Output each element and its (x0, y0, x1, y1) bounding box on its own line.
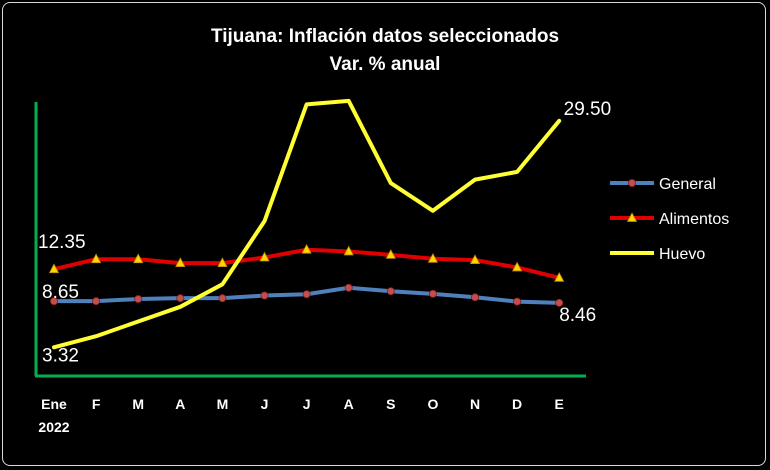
x-tick-year: 2022 (38, 419, 69, 435)
chart-frame (2, 2, 766, 466)
legend-label: General (659, 176, 716, 193)
point-general (470, 293, 479, 302)
point-general (302, 290, 311, 299)
x-tick-label: J (303, 396, 311, 412)
x-tick-label: E (555, 396, 564, 412)
data-labels: 12.35 8.65 3.32 29.50 8.46 (38, 99, 611, 366)
legend-item-huevo: Huevo (610, 246, 705, 263)
point-general (513, 297, 522, 306)
chart-title: Tijuana: Inflación datos seleccionados (211, 26, 559, 47)
x-tick-labels: Ene F M A M J J A S O N D E (41, 396, 564, 412)
point-general (344, 283, 353, 292)
chart-subtitle: Var. % anual (330, 54, 441, 75)
legend-item-alimentos: Alimentos (610, 211, 729, 228)
series-alimentos (48, 243, 565, 282)
x-tick-label: Ene (41, 396, 67, 412)
x-tick-label: F (92, 396, 101, 412)
series-line-alimentos (52, 247, 562, 280)
point-alimentos (90, 253, 102, 264)
point-alimentos (48, 263, 60, 274)
series-line-huevo (52, 98, 562, 350)
data-label-general: 8.65 (42, 282, 79, 303)
point-alimentos (343, 245, 354, 256)
point-alimentos (217, 257, 228, 268)
point-alimentos (385, 249, 396, 259)
point-general (428, 289, 437, 298)
legend-marker (628, 178, 637, 187)
series-general (50, 283, 564, 307)
x-tick-label: S (386, 396, 395, 412)
x-tick-label: O (427, 396, 438, 412)
point-general (92, 297, 101, 306)
point-general (50, 297, 59, 306)
data-label-huevo: 3.32 (42, 345, 79, 366)
x-tick-label: M (217, 396, 229, 412)
data-label-general: 8.46 (559, 305, 596, 326)
point-alimentos (175, 257, 186, 268)
point-alimentos (133, 253, 144, 264)
x-tick-label: D (512, 396, 522, 412)
legend: General Alimentos Huevo (610, 176, 729, 263)
x-tick-label: J (261, 396, 269, 412)
x-tick-label: A (175, 396, 185, 412)
series-huevo (52, 98, 562, 350)
point-alimentos (427, 252, 439, 263)
data-label-alimentos: 12.35 (38, 232, 86, 253)
point-alimentos (469, 254, 481, 264)
x-tick-label: A (344, 396, 354, 412)
point-general (386, 287, 395, 296)
point-alimentos (259, 251, 270, 262)
point-alimentos (301, 243, 312, 254)
x-tick-label: N (470, 396, 480, 412)
legend-label: Huevo (659, 246, 705, 263)
point-general (218, 294, 227, 303)
point-general (260, 291, 269, 300)
legend-label: Alimentos (659, 211, 729, 228)
legend-marker (626, 212, 638, 222)
data-label-huevo: 29.50 (564, 99, 612, 120)
series-layer (48, 98, 565, 350)
point-general (134, 295, 143, 304)
point-alimentos (554, 271, 565, 282)
point-general (555, 298, 564, 307)
legend-item-general: General (610, 176, 716, 193)
point-general (176, 294, 185, 303)
point-alimentos (511, 261, 523, 272)
x-tick-label: M (132, 396, 144, 412)
